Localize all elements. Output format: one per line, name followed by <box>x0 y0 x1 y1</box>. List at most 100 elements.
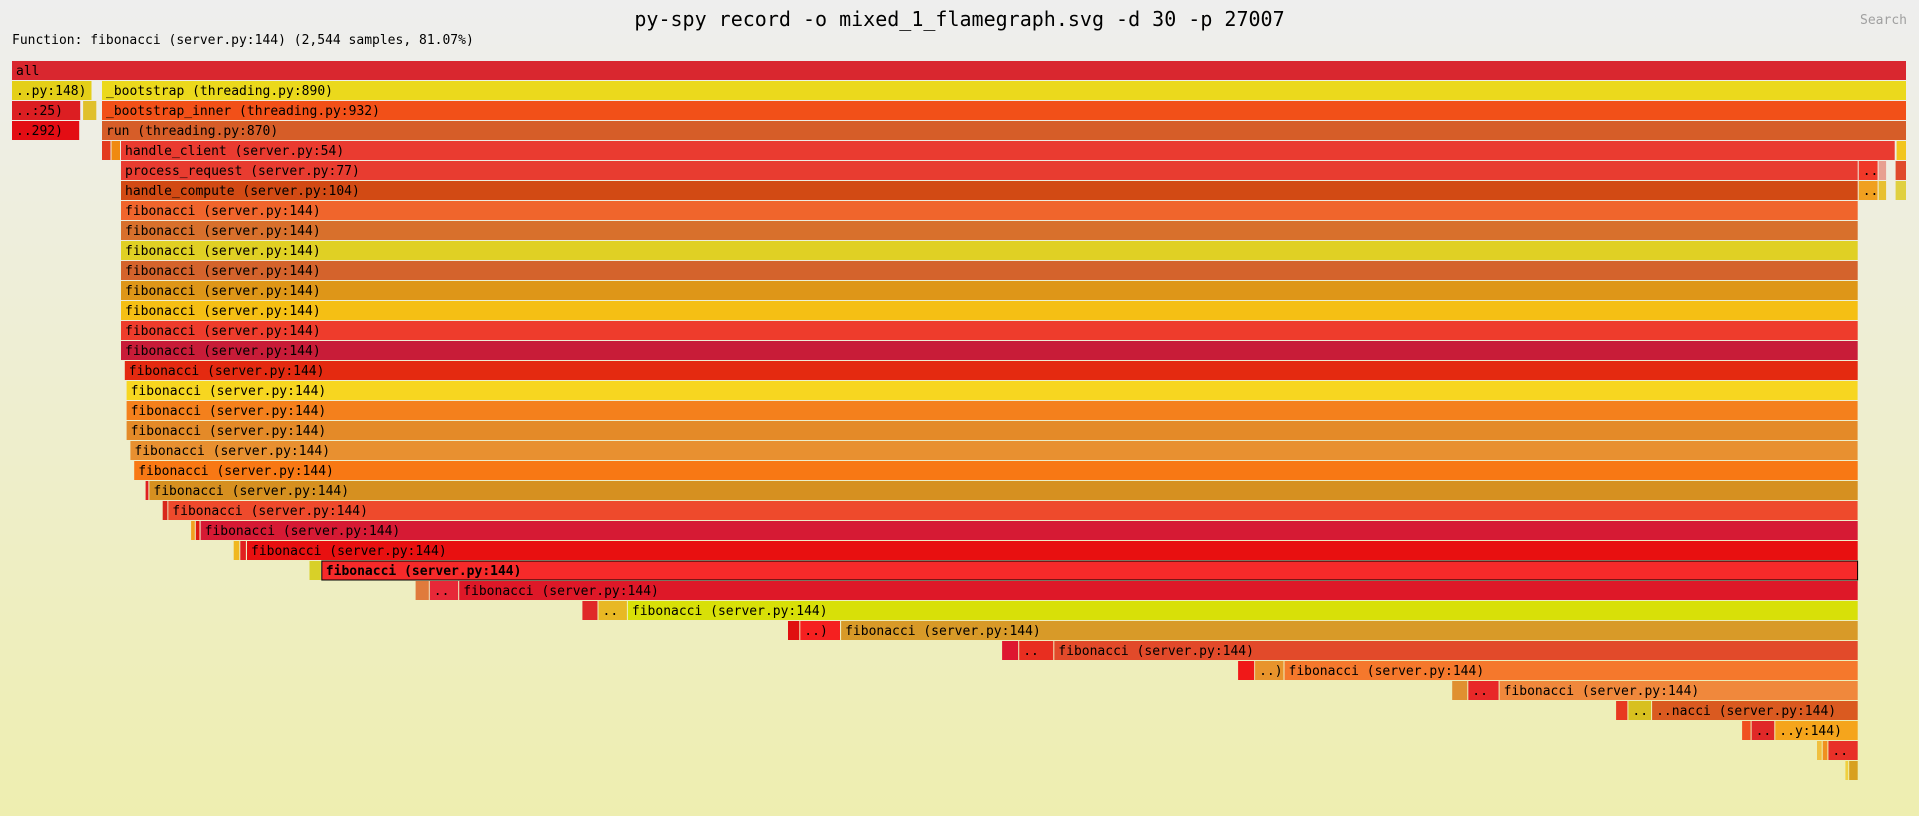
flame-frame[interactable]: fibonacci (server.py:144) <box>459 581 1858 600</box>
flame-frame[interactable]: fibonacci (server.py:144) <box>121 221 1858 240</box>
frame-rect[interactable] <box>627 601 1858 620</box>
flame-frame[interactable]: fibonacci (server.py:144) <box>627 601 1858 620</box>
flame-frame[interactable] <box>1817 741 1822 760</box>
flame-frame[interactable]: handle_client (server.py:54) <box>121 141 1895 160</box>
frame-rect[interactable] <box>1895 181 1906 200</box>
frame-rect[interactable] <box>1775 721 1858 740</box>
frame-rect[interactable] <box>1652 701 1858 720</box>
flame-frame[interactable]: ..292) <box>12 121 80 140</box>
flame-frame[interactable]: ..py:148) <box>12 81 92 100</box>
flame-frame[interactable] <box>191 521 195 540</box>
frame-rect[interactable] <box>121 321 1858 340</box>
frame-rect[interactable] <box>1499 681 1858 700</box>
frame-rect[interactable] <box>121 341 1858 360</box>
flame-frame[interactable]: .. <box>1858 181 1879 200</box>
flame-frame[interactable]: .. <box>1828 741 1858 760</box>
frame-rect[interactable] <box>415 581 429 600</box>
frame-rect[interactable] <box>247 541 1858 560</box>
flame-frame[interactable]: ..nacci (server.py:144) <box>1652 701 1858 720</box>
flame-frame[interactable] <box>1742 721 1751 740</box>
frame-rect[interactable] <box>121 181 1858 200</box>
flame-frame[interactable]: fibonacci (server.py:144) <box>121 241 1858 260</box>
frame-rect[interactable] <box>83 101 97 120</box>
flame-frame[interactable]: fibonacci (server.py:144) <box>200 521 1858 540</box>
flame-frame[interactable]: fibonacci (server.py:144) <box>126 421 1858 440</box>
flame-frame[interactable]: fibonacci (server.py:144) <box>841 621 1858 640</box>
flame-frame[interactable]: _bootstrap_inner (threading.py:932) <box>102 101 1906 120</box>
flame-frame[interactable] <box>788 621 800 640</box>
frame-rect[interactable] <box>1828 741 1858 760</box>
frame-rect[interactable] <box>1019 641 1054 660</box>
flame-frame[interactable]: .. <box>1628 701 1652 720</box>
search-button[interactable]: Search <box>1860 13 1907 28</box>
flame-frame[interactable] <box>1896 141 1906 160</box>
frame-rect[interactable] <box>124 361 1858 380</box>
flame-frame[interactable] <box>415 581 429 600</box>
frame-rect[interactable] <box>841 621 1858 640</box>
frame-rect[interactable] <box>1751 721 1775 740</box>
frame-rect[interactable] <box>1858 181 1878 200</box>
flame-frame[interactable]: ..:25) <box>12 101 81 120</box>
frame-rect[interactable] <box>1054 641 1858 660</box>
flame-frame[interactable]: run (threading.py:870) <box>102 121 1906 140</box>
frame-rect[interactable] <box>309 561 321 580</box>
frame-rect[interactable] <box>102 141 111 160</box>
flame-frame[interactable] <box>582 601 598 620</box>
frame-rect[interactable] <box>12 121 80 140</box>
flame-frame[interactable]: ..) <box>800 621 840 640</box>
flame-frame[interactable]: .. <box>429 581 459 600</box>
flame-frame[interactable]: .. <box>1019 641 1054 660</box>
flame-frame[interactable] <box>233 541 240 560</box>
frame-rect[interactable] <box>145 481 149 500</box>
flame-frame[interactable]: _bootstrap (threading.py:890) <box>102 81 1906 100</box>
flame-frame[interactable]: handle_compute (server.py:104) <box>121 181 1858 200</box>
frame-rect[interactable] <box>582 601 598 620</box>
frame-rect[interactable] <box>121 301 1858 320</box>
flame-frame[interactable] <box>1878 181 1887 200</box>
frame-rect[interactable] <box>121 261 1858 280</box>
frame-rect[interactable] <box>121 161 1858 180</box>
flame-frame[interactable] <box>1895 161 1906 180</box>
flame-frame[interactable]: fibonacci (server.py:144) <box>1054 641 1858 660</box>
frame-rect[interactable] <box>1822 741 1828 760</box>
frame-rect[interactable] <box>162 501 168 520</box>
frame-rect[interactable] <box>1238 661 1255 680</box>
frame-rect[interactable] <box>12 101 81 120</box>
frame-rect[interactable] <box>788 621 800 640</box>
flame-frame[interactable] <box>1845 761 1849 780</box>
flame-frame[interactable]: fibonacci (server.py:144) <box>168 501 1858 520</box>
frame-rect[interactable] <box>1878 161 1887 180</box>
flame-frame[interactable] <box>1452 681 1468 700</box>
flame-frame[interactable] <box>162 501 168 520</box>
flame-frame[interactable]: fibonacci (server.py:144) <box>121 341 1858 360</box>
flame-frame[interactable] <box>1895 181 1906 200</box>
flame-frame[interactable]: .. <box>1751 721 1775 740</box>
flame-frame[interactable]: fibonacci (server.py:144) <box>130 441 1858 460</box>
flame-frame[interactable] <box>240 541 246 560</box>
frame-rect[interactable] <box>1858 161 1878 180</box>
flame-frame[interactable]: fibonacci (server.py:144) <box>1284 661 1858 680</box>
flame-frame[interactable] <box>1878 161 1887 180</box>
frame-rect[interactable] <box>1628 701 1652 720</box>
frame-rect[interactable] <box>149 481 1858 500</box>
flame-frame[interactable]: .. <box>1858 161 1879 180</box>
frame-rect[interactable] <box>121 141 1895 160</box>
flame-frame[interactable] <box>309 561 321 580</box>
frame-rect[interactable] <box>1284 661 1858 680</box>
flame-frame[interactable]: fibonacci (server.py:144) <box>121 321 1858 340</box>
frame-rect[interactable] <box>1896 141 1906 160</box>
frame-rect[interactable] <box>130 441 1858 460</box>
flame-frame[interactable]: fibonacci (server.py:144) <box>121 201 1858 220</box>
frame-rect[interactable] <box>126 381 1858 400</box>
frame-rect[interactable] <box>126 421 1858 440</box>
flame-frame[interactable] <box>145 481 149 500</box>
frame-rect[interactable] <box>134 461 1858 480</box>
frame-rect[interactable] <box>102 121 1906 140</box>
frame-rect[interactable] <box>1452 681 1468 700</box>
flame-frame[interactable]: .. <box>1468 681 1499 700</box>
frame-rect[interactable] <box>1255 661 1284 680</box>
frame-rect[interactable] <box>240 541 246 560</box>
flame-frame[interactable]: fibonacci (server.py:144) <box>121 261 1858 280</box>
frame-rect[interactable] <box>102 101 1906 120</box>
frame-rect[interactable] <box>12 81 92 100</box>
